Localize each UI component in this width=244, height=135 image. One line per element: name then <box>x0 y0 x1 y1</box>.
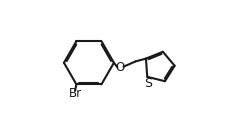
Text: S: S <box>144 77 152 90</box>
Text: Br: Br <box>69 87 82 100</box>
Text: O: O <box>116 61 125 74</box>
